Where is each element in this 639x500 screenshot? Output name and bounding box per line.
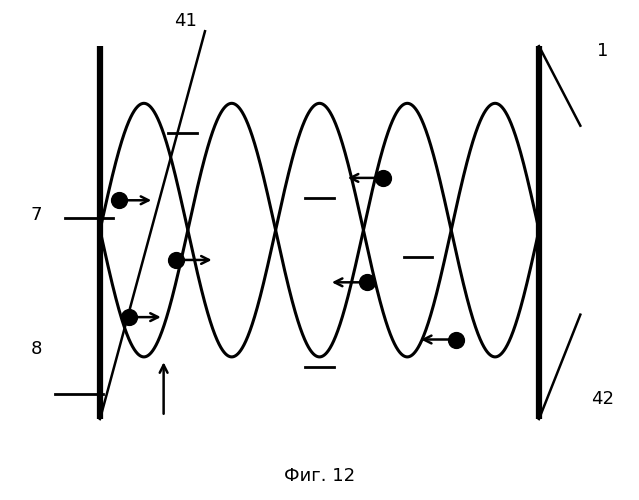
- Point: [378, 174, 389, 182]
- Text: 41: 41: [174, 12, 197, 30]
- Point: [114, 196, 124, 204]
- Point: [171, 256, 181, 264]
- Text: Фиг. 12: Фиг. 12: [284, 467, 355, 485]
- Text: 1: 1: [597, 42, 608, 60]
- Text: 8: 8: [31, 340, 42, 358]
- Point: [362, 278, 373, 286]
- Point: [451, 336, 461, 344]
- Text: 42: 42: [591, 390, 614, 408]
- Point: [123, 313, 134, 321]
- Text: 7: 7: [31, 206, 42, 224]
